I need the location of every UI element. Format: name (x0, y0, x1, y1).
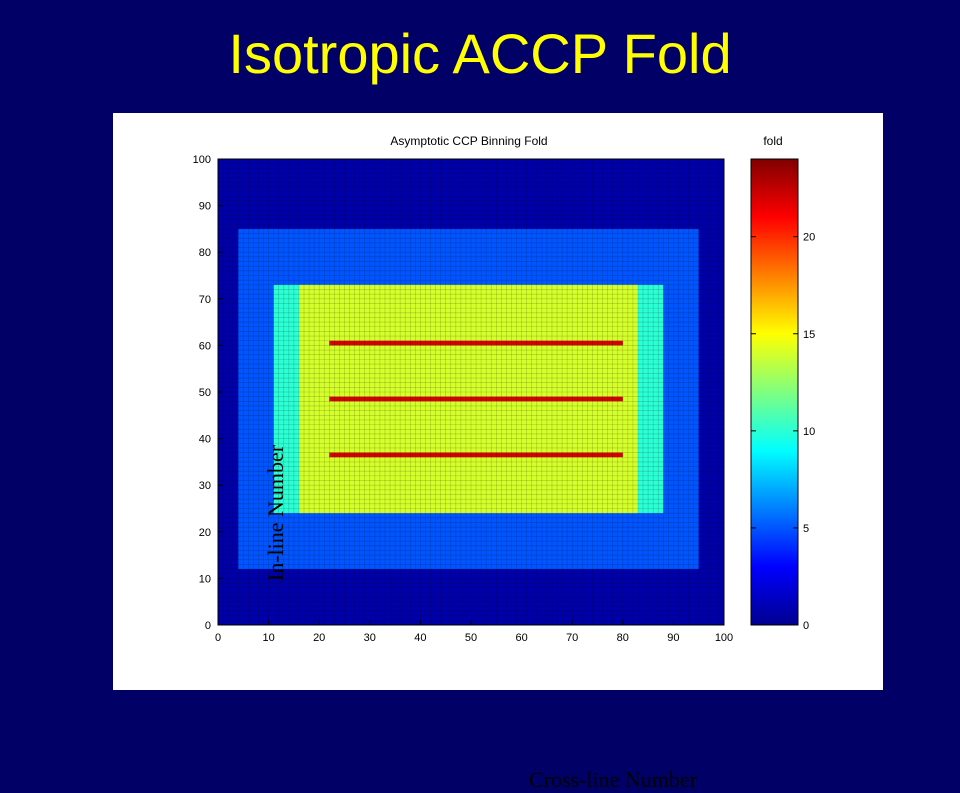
x-tick-label: 10 (262, 632, 274, 644)
colorbar-tick-label: 0 (803, 620, 809, 632)
x-tick-label: 20 (313, 632, 325, 644)
y-tick-label: 20 (199, 527, 211, 539)
y-tick-label: 40 (199, 434, 211, 446)
colorbar-tick-label: 20 (803, 232, 815, 244)
y-tick-label: 10 (199, 573, 211, 585)
x-axis-label: Cross-line Number (528, 767, 698, 792)
x-tick-label: 80 (617, 632, 629, 644)
high-fold-row-2 (329, 340, 623, 346)
y-tick-label: 60 (199, 340, 211, 352)
axes: 0 10 20 30 40 50 60 70 80 90 100 0 10 20 30 40 50 60 70 80 9… (193, 154, 734, 644)
x-tick-label: 100 (715, 632, 733, 644)
colorbar-label: fold (763, 134, 782, 148)
heatmap-grid (217, 158, 725, 626)
y-tick-label: 90 (199, 201, 211, 213)
figure-panel: Asymptotic CCP Binning Fold fold 0 10 20 30… (113, 113, 883, 792)
x-tick-label: 0 (215, 632, 221, 644)
colorbar-tick-label: 5 (803, 523, 809, 535)
y-tick-label: 0 (205, 620, 211, 632)
colorbar (750, 158, 799, 626)
y-tick-label: 50 (199, 387, 211, 399)
x-tick-label: 30 (364, 632, 376, 644)
chart-title: Asymptotic CCP Binning Fold (390, 134, 547, 148)
y-axis-label: In-line Number (263, 444, 288, 582)
colorbar-tick-label: 10 (803, 426, 815, 438)
y-tick-label: 70 (199, 294, 211, 306)
high-fold-row-1 (329, 396, 623, 402)
x-tick-label: 90 (667, 632, 679, 644)
high-fold-row-0 (329, 452, 623, 458)
colorbar-ticks: 0 5 10 15 20 (751, 232, 815, 632)
slide-title: Isotropic ACCP Fold (228, 22, 732, 85)
x-tick-label: 60 (515, 632, 527, 644)
x-tick-label: 70 (566, 632, 578, 644)
x-tick-label: 40 (414, 632, 426, 644)
x-tick-label: 50 (465, 632, 477, 644)
y-tick-label: 30 (199, 480, 211, 492)
colorbar-tick-label: 15 (803, 329, 815, 341)
y-tick-label: 80 (199, 247, 211, 259)
fold-heatmap-chart: Asymptotic CCP Binning Fold fold 0 10 20 30… (193, 134, 816, 644)
heatmap-cells (218, 159, 724, 625)
y-tick-label: 100 (193, 154, 211, 166)
